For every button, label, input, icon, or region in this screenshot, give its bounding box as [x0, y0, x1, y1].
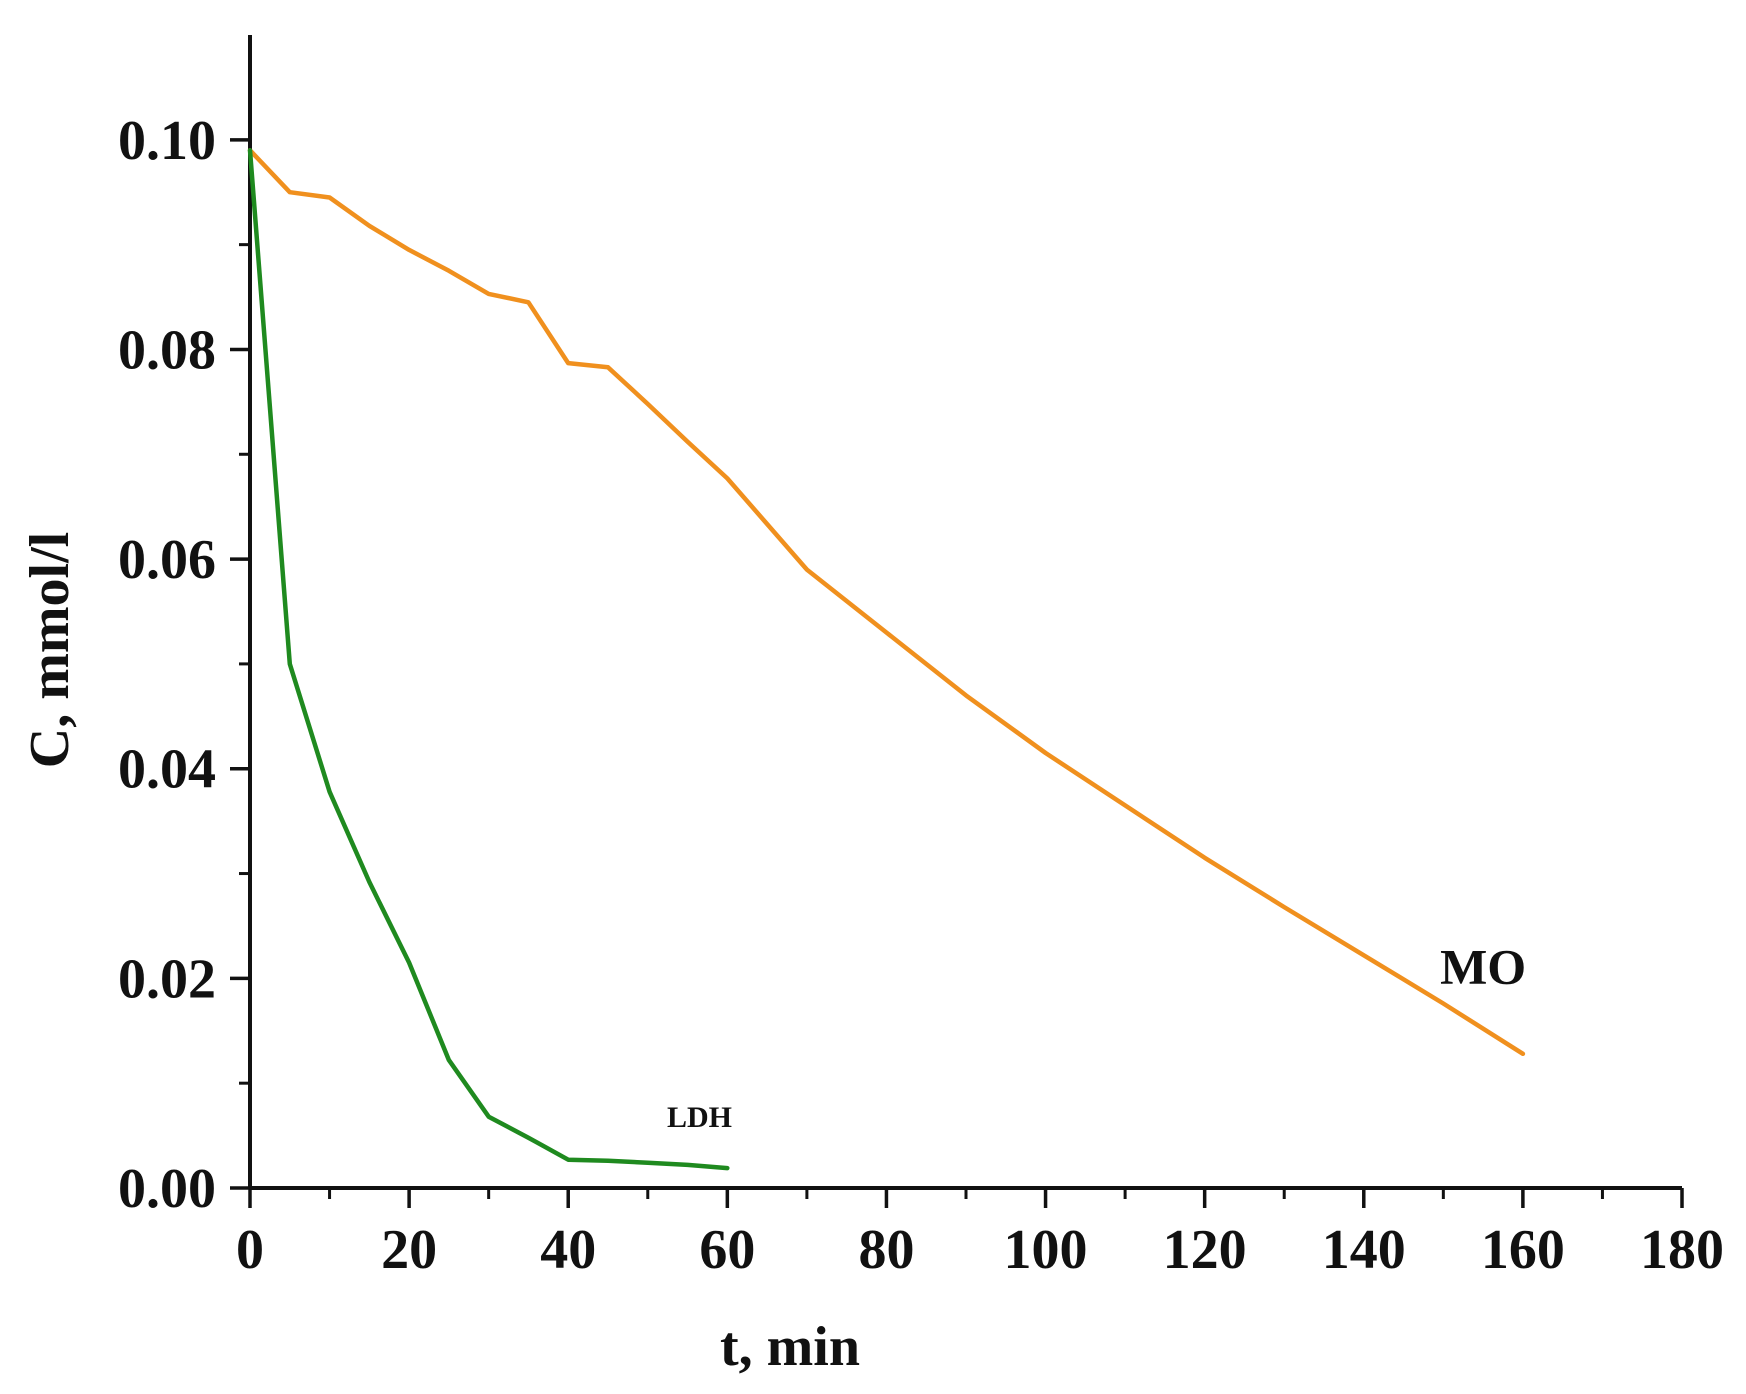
x-tick-label: 180	[1640, 1219, 1724, 1281]
x-tick-label: 100	[1004, 1219, 1088, 1281]
x-tick-label: 140	[1322, 1219, 1406, 1281]
x-tick-label: 20	[381, 1219, 437, 1281]
series: MO LDH	[247, 148, 1526, 1171]
series-label-ldh: LDH	[667, 1101, 732, 1134]
y-axis: 0.00 0.02 0.04 0.06 0.08 0.10	[118, 35, 252, 1220]
x-tick-label: 0	[236, 1219, 264, 1281]
x-tick-label: 120	[1163, 1219, 1247, 1281]
y-tick-label: 0.00	[118, 1158, 216, 1220]
series-line-mo	[247, 148, 1526, 1057]
series-line-ldh	[247, 148, 730, 1171]
x-tick-label: 40	[540, 1219, 596, 1281]
y-tick-label: 0.06	[118, 529, 216, 591]
x-tick-label: 160	[1481, 1219, 1565, 1281]
y-tick-label: 0.10	[118, 110, 216, 172]
series-label-mo: MO	[1440, 939, 1526, 995]
y-axis-title: C, mmol/l	[19, 532, 81, 768]
y-tick-label: 0.04	[118, 739, 216, 801]
x-tick-label: 80	[858, 1219, 914, 1281]
x-tick-label: 60	[699, 1219, 755, 1281]
x-axis: 0 20 40 60 80 100 120 140 160 180	[236, 1186, 1724, 1281]
y-tick-label: 0.02	[118, 948, 216, 1010]
y-tick-label: 0.08	[118, 319, 216, 381]
x-axis-title: t, min	[720, 1316, 860, 1378]
